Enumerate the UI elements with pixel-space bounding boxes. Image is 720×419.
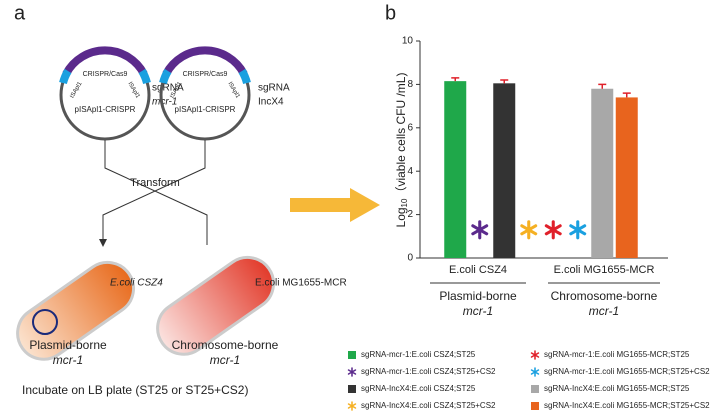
y-label-sub: 10: [400, 198, 409, 207]
bar: [615, 97, 638, 258]
group-gene: mcr-1: [589, 304, 619, 318]
legend-label: sgRNA-IncX4:E.coli CSZ4;ST25: [361, 384, 476, 393]
bar: [591, 88, 614, 259]
error-bar: [622, 92, 631, 98]
group-label: Plasmid-borne: [439, 289, 517, 303]
cas-arc: [162, 46, 248, 76]
is-arc: [59, 68, 151, 85]
group-strain: E.coli CSZ4: [449, 264, 507, 276]
star-marker: [471, 220, 489, 240]
is-label: ISApl1: [226, 81, 240, 100]
panel-a: a CRISPR/Cas9 ISApl1 ISApl1 pISApl1-CRIS…: [14, 2, 347, 397]
y-tick-label: 6: [407, 122, 413, 133]
legend-marker: [348, 385, 356, 393]
legend-marker: [347, 367, 357, 377]
cas-label: CRISPR/Cas9: [183, 71, 228, 78]
cell-label: Chromosome-borne: [172, 338, 279, 352]
star-marker: [569, 220, 587, 240]
sgrna-label: sgRNA: [258, 83, 290, 94]
sgrna-label: sgRNA: [152, 83, 184, 94]
legend-marker: [531, 402, 539, 410]
panel-letter: a: [14, 2, 26, 24]
bar: [444, 81, 467, 259]
is-arc: [159, 68, 251, 85]
legend-marker: [347, 401, 357, 411]
plasmid-name: pISApl1-CRISPR: [175, 105, 236, 114]
big-arrow: [290, 188, 380, 222]
transform-label: Transform: [130, 177, 180, 189]
star-marker: [520, 220, 538, 240]
y-tick-label: 2: [407, 209, 413, 220]
legend-label: sgRNA-IncX4:E.coli MG1655-MCR;ST25+CS2: [544, 401, 710, 410]
legend-label: sgRNA-mcr-1:E.coli CSZ4;ST25+CS2: [361, 367, 496, 376]
plasmid-name: pISApl1-CRISPR: [75, 105, 136, 114]
legend-marker: [530, 367, 540, 377]
strain: E.coli CSZ4: [110, 278, 163, 289]
panel-b: b Log10（viable cells CFU /mL) 0246810sgR…: [347, 2, 710, 411]
panel-letter: b: [385, 2, 396, 24]
y-label-part: Log: [394, 207, 408, 227]
y-tick-label: 0: [407, 253, 413, 264]
legend-marker: [348, 351, 356, 359]
legend-marker: [531, 385, 539, 393]
y-axis-label: Log10（viable cells CFU /mL): [394, 73, 409, 228]
cell-gene: mcr-1: [210, 353, 240, 367]
bacterium: [156, 255, 276, 356]
legend-label: sgRNA-mcr-1:E.coli MG1655-MCR;ST25+CS2: [544, 367, 710, 376]
sgrna-target: mcr-1: [152, 97, 177, 108]
error-bar: [598, 83, 607, 89]
y-tick-label: 4: [407, 166, 413, 177]
transform-arrows: [103, 140, 208, 245]
strain: E.coli MG1655-MCR: [255, 278, 347, 289]
star-marker: [544, 220, 562, 240]
legend-marker: [530, 350, 540, 360]
cas-arc: [62, 46, 148, 76]
is-label: ISApl1: [126, 81, 140, 100]
legend-label: sgRNA-IncX4:E.coli CSZ4;ST25+CS2: [361, 401, 496, 410]
error-bar: [500, 79, 509, 84]
cell-label: Plasmid-borne: [29, 338, 107, 352]
plasmid-icon: [32, 309, 58, 335]
bacterium: [16, 260, 136, 361]
group-strain: E.coli MG1655-MCR: [554, 264, 655, 276]
y-label-part: （viable cells CFU /mL): [394, 73, 408, 199]
error-bar: [451, 77, 460, 82]
cas-label: CRISPR/Cas9: [83, 71, 128, 78]
group-label: Chromosome-borne: [551, 289, 658, 303]
y-tick-label: 10: [402, 36, 414, 47]
group-gene: mcr-1: [463, 304, 493, 318]
y-tick-label: 8: [407, 79, 413, 90]
legend-label: sgRNA-mcr-1:E.coli CSZ4;ST25: [361, 350, 476, 359]
bar: [493, 83, 516, 258]
footer: Incubate on LB plate (ST25 or ST25+CS2): [22, 383, 248, 397]
legend-label: sgRNA-IncX4:E.coli MG1655-MCR;ST25: [544, 384, 690, 393]
sgrna-target: IncX4: [258, 97, 284, 108]
legend-label: sgRNA-mcr-1:E.coli MG1655-MCR;ST25: [544, 350, 690, 359]
cell-gene: mcr-1: [53, 353, 83, 367]
is-label: ISApl1: [69, 81, 83, 100]
